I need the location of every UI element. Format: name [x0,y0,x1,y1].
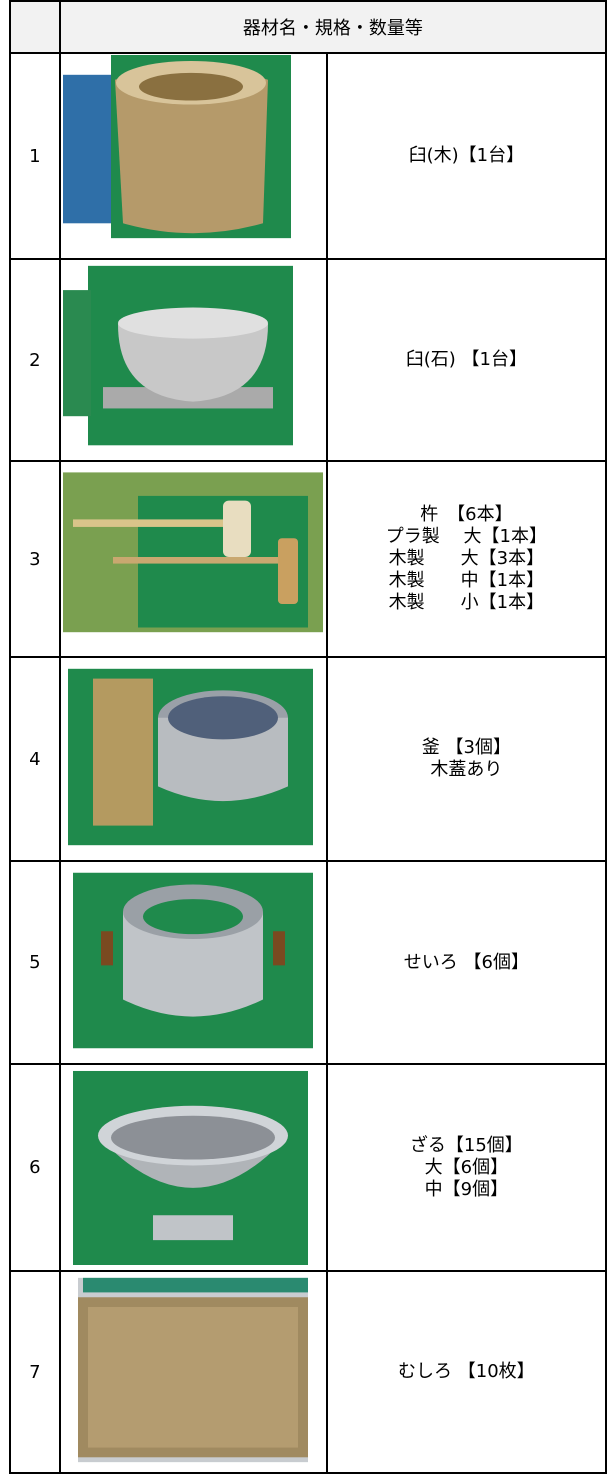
item-number: 3 [9,460,61,658]
item-photo [58,460,329,658]
item-description: 杵 【6本】 プラ製 大【1本】 木製 大【3本】 木製 中【1本】 木製 小【1本】 [325,460,607,658]
description-line: 木製 大【3本】 [388,548,545,569]
item-number: 2 [9,258,61,462]
description-line: 臼(石) 【1台】 [405,349,527,370]
item-row: 1 臼(木)【1台】 [9,52,607,260]
photo [68,668,314,845]
item-description: むしろ 【10枚】 [325,1270,607,1474]
item-row: 3 杵 【6本】 プラ製 大【1本】 木製 大【3本】 木製 中【1本】 木製 小【1本】 [9,460,607,658]
item-photo [58,1270,328,1474]
item-photo [58,258,328,462]
item-number: 6 [9,1063,61,1272]
description-line: 中【9個】 [424,1178,509,1200]
item-number: 5 [9,860,61,1065]
description-line: ざる【15個】 [409,1134,523,1156]
item-row: 5 せいろ 【6個】 [9,860,607,1065]
header-title: 器材名・規格・数量等 [58,0,607,54]
item-number: 4 [9,656,61,862]
description-line: せいろ 【6個】 [403,951,529,973]
item-row: 4 釜 【3個】 木蓋あり [9,656,607,862]
item-description: ざる【15個】 大【6個】 中【9個】 [325,1063,607,1272]
photo [78,1277,309,1462]
description-line: 釜 【3個】 [421,737,511,758]
item-photo [58,656,328,862]
item-description: 臼(木)【1台】 [325,52,607,260]
item-photo [58,860,328,1065]
equipment-table: 器材名・規格・数量等 1 臼(木)【1台】 2 臼(石) 【1台】 3 杵 【6本】 プラ製… [9,0,607,1474]
photo [63,471,329,632]
header-blank [9,0,61,54]
item-description: せいろ 【6個】 [325,860,607,1065]
item-description: 釜 【3個】 木蓋あり [325,656,607,862]
description-line: プラ製 大【1本】 [385,526,547,547]
description-line: 大【6個】 [424,1156,509,1178]
description-line: 木製 中【1本】 [388,570,545,591]
item-row: 7 むしろ 【10枚】 [9,1270,607,1474]
header-row: 器材名・規格・数量等 [9,0,607,54]
description-line: 木蓋あり [430,759,503,780]
item-row: 6 ざる【15個】 大【6個】 中【9個】 [9,1063,607,1272]
photo [63,54,292,238]
description-line: むしろ 【10枚】 [398,1361,535,1382]
description-line: 臼(木)【1台】 [408,145,525,166]
item-photo [58,1063,328,1272]
item-row: 2 臼(石) 【1台】 [9,258,607,462]
item-description: 臼(石) 【1台】 [325,258,607,462]
photo [73,1070,309,1265]
photo [63,265,294,445]
description-line: 杵 【6本】 [420,504,513,525]
photo [73,872,314,1048]
item-number: 1 [9,52,61,260]
item-number: 7 [9,1270,61,1474]
description-line: 木製 小【1本】 [388,592,545,613]
item-photo [58,52,328,260]
